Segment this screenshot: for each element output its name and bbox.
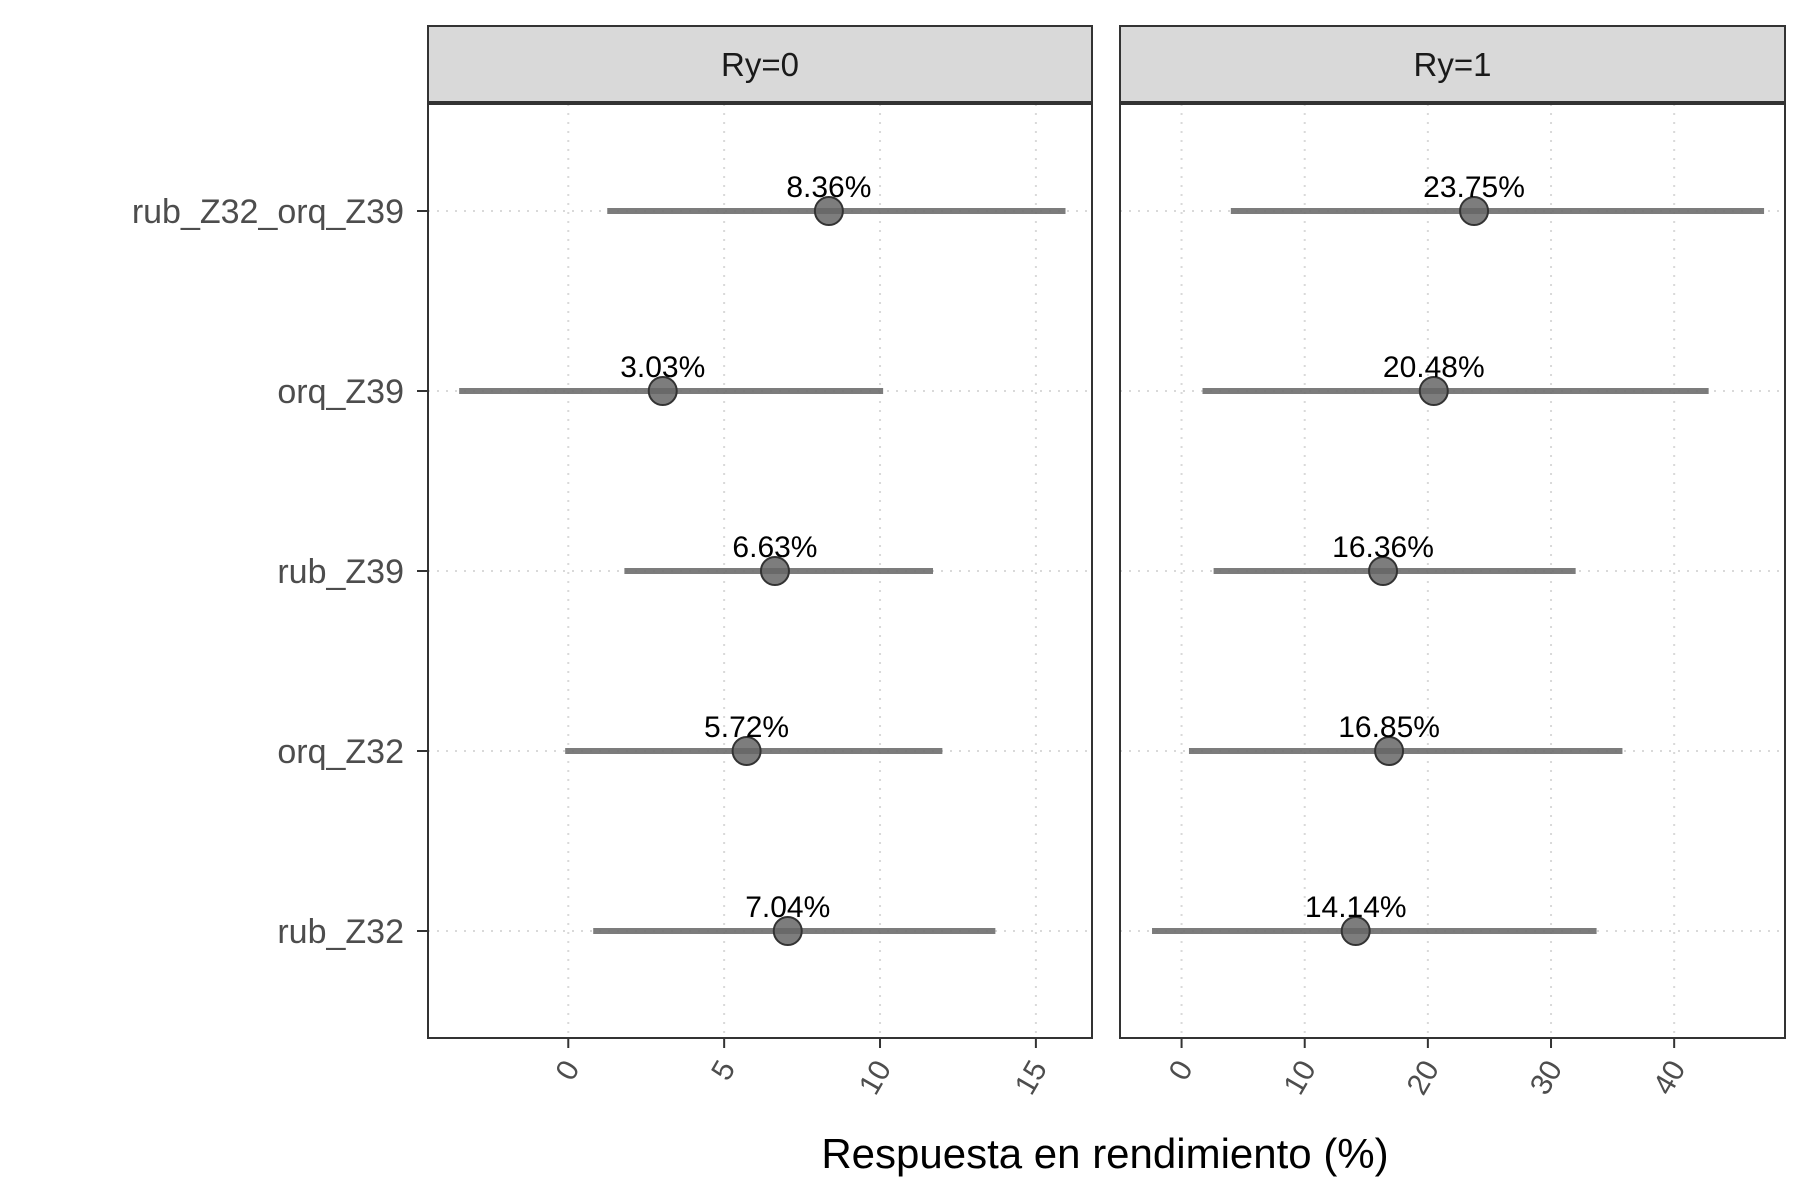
data-point bbox=[1374, 736, 1405, 766]
category-label: rub_Z39 bbox=[277, 553, 404, 591]
x-tick-label: 15 bbox=[1009, 1055, 1054, 1100]
x-tick-label: 0 bbox=[1163, 1055, 1200, 1086]
data-label: 16.36% bbox=[1332, 531, 1434, 564]
data-point bbox=[772, 916, 803, 946]
data-label: 7.04% bbox=[745, 891, 830, 924]
data-point bbox=[1340, 916, 1371, 946]
data-point bbox=[813, 196, 844, 226]
data-point bbox=[1368, 556, 1399, 586]
data-label: 14.14% bbox=[1305, 891, 1407, 924]
panel-border bbox=[1119, 103, 1786, 1039]
panels-layer: Ry=0 8.36% 3.03% 6.63% 5.72% 7.04% 0 5 10 15 Ry=1 2… bbox=[427, 25, 1786, 1100]
data-point bbox=[731, 736, 762, 766]
x-axis-title: Respuesta en rendimiento (%) bbox=[821, 1130, 1388, 1177]
data-label: 16.85% bbox=[1338, 711, 1440, 744]
data-point bbox=[647, 376, 678, 406]
facet-strip bbox=[1119, 25, 1786, 103]
x-tick-label: 5 bbox=[705, 1055, 742, 1086]
data-label: 8.36% bbox=[786, 171, 871, 204]
category-label: rub_Z32 bbox=[277, 913, 404, 951]
x-tick-label: 10 bbox=[853, 1055, 898, 1100]
category-axis: rub_Z32_orq_Z39 orq_Z39 rub_Z39 orq_Z32 rub_… bbox=[132, 193, 428, 951]
x-tick-label: 10 bbox=[1278, 1055, 1323, 1100]
data-label: 23.75% bbox=[1423, 171, 1525, 204]
data-label: 6.63% bbox=[732, 531, 817, 564]
facet-panel-1: Ry=1 23.75% 20.48% 16.36% 16.85% 14.14% 0 10 20 3… bbox=[1119, 25, 1786, 1100]
facet-strip-label: Ry=0 bbox=[721, 46, 799, 83]
data-point bbox=[1418, 376, 1449, 406]
facet-panel-0: Ry=0 8.36% 3.03% 6.63% 5.72% 7.04% 0 5 10 15 bbox=[427, 25, 1093, 1100]
facet-strip bbox=[427, 25, 1093, 103]
data-point bbox=[759, 556, 790, 586]
category-label: rub_Z32_orq_Z39 bbox=[132, 193, 404, 231]
data-label: 5.72% bbox=[704, 711, 789, 744]
data-point bbox=[1459, 196, 1490, 226]
category-label: orq_Z32 bbox=[277, 733, 404, 771]
data-label: 20.48% bbox=[1383, 351, 1485, 384]
x-tick-label: 20 bbox=[1401, 1055, 1446, 1100]
data-label: 3.03% bbox=[620, 351, 705, 384]
x-tick-label: 30 bbox=[1524, 1055, 1569, 1100]
x-tick-label: 40 bbox=[1647, 1055, 1692, 1100]
category-label: orq_Z39 bbox=[277, 373, 404, 411]
facet-strip-label: Ry=1 bbox=[1414, 46, 1492, 83]
x-tick-label: 0 bbox=[549, 1055, 586, 1086]
